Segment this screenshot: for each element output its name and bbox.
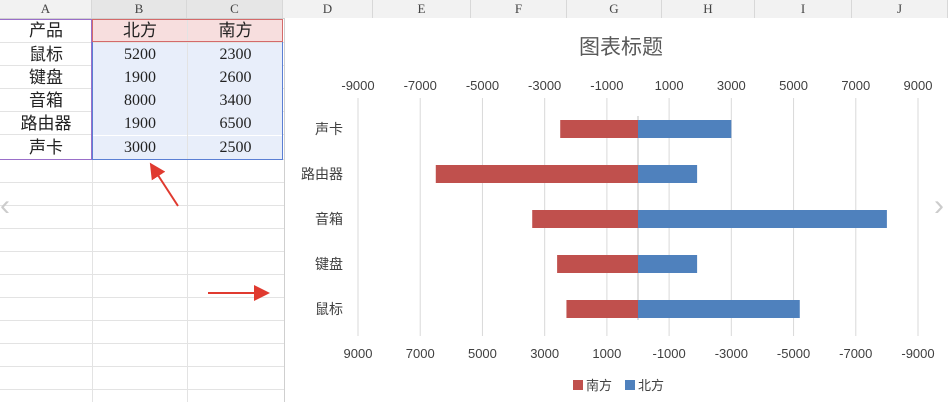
column-header-a[interactable]: A — [0, 0, 92, 18]
bar-south[interactable] — [435, 165, 638, 183]
category-label: 键盘 — [315, 256, 343, 273]
bar-south[interactable] — [532, 210, 638, 228]
bar-north[interactable] — [638, 210, 887, 228]
chart-area[interactable]: 图表标题 -9000 9000 -7000 7000 -5000 5000 -3000 300… — [284, 18, 948, 402]
top-axis-tick-label: -7000 — [404, 78, 437, 93]
legend-label[interactable]: 北方 — [638, 378, 664, 394]
column-header-row: A B C D E F G H I J — [0, 0, 948, 19]
cell-north-value[interactable]: 1900 — [93, 66, 187, 89]
cell-product[interactable]: 路由器 — [20, 114, 72, 133]
bottom-axis-tick-label: 3000 — [530, 346, 559, 361]
cell-product[interactable]: 键盘 — [29, 68, 63, 87]
column-header-c[interactable]: C — [187, 0, 283, 18]
bar-north[interactable] — [638, 165, 698, 183]
chart-title[interactable]: 图表标题 — [579, 36, 663, 59]
selection-range-product — [0, 19, 92, 160]
category-label: 声卡 — [315, 122, 343, 138]
bottom-axis-tick-label: -9000 — [901, 346, 934, 361]
bar-south[interactable] — [557, 255, 638, 273]
legend-swatch — [573, 380, 583, 390]
bottom-axis-tick-label: 9000 — [344, 346, 373, 361]
column-header-f[interactable]: F — [471, 0, 567, 18]
cell-south-value[interactable]: 3400 — [188, 89, 283, 112]
legend-label[interactable]: 南方 — [586, 378, 612, 394]
top-axis-tick-label: -1000 — [590, 78, 623, 93]
cell-product[interactable]: 声卡 — [29, 138, 63, 157]
top-axis-tick-label: 7000 — [841, 78, 870, 93]
column-header-e[interactable]: E — [373, 0, 471, 18]
top-axis-tick-label: -9000 — [341, 78, 374, 93]
category-label: 路由器 — [301, 167, 343, 183]
legend-swatch — [625, 380, 635, 390]
cell-south-value[interactable]: 2600 — [188, 66, 283, 89]
bottom-axis-tick-label: -1000 — [652, 346, 685, 361]
top-axis-tick-label: 3000 — [717, 78, 746, 93]
category-label: 鼠标 — [315, 302, 343, 318]
cell-north-value[interactable]: 5200 — [93, 43, 187, 66]
bottom-axis-tick-label: 1000 — [592, 346, 621, 361]
category-label: 音箱 — [315, 211, 343, 228]
cell-north-value[interactable]: 3000 — [93, 136, 187, 159]
top-axis-tick-label: 9000 — [904, 78, 933, 93]
top-axis-tick-label: 5000 — [779, 78, 808, 93]
bottom-axis-tick-label: -3000 — [715, 346, 748, 361]
scroll-left-icon[interactable]: ‹ — [0, 189, 10, 222]
bottom-axis-tick-label: -7000 — [839, 346, 872, 361]
scroll-right-icon[interactable]: › — [934, 189, 944, 222]
cell-south-value[interactable]: 6500 — [188, 112, 283, 135]
top-axis-tick-label: -3000 — [528, 78, 561, 93]
butterfly-bar-chart[interactable]: 图表标题 -9000 9000 -7000 7000 -5000 5000 -3000 300… — [285, 18, 948, 402]
cell-north-value[interactable]: 8000 — [93, 89, 187, 112]
cell-south-value[interactable]: 2500 — [188, 136, 283, 159]
bar-north[interactable] — [638, 120, 732, 138]
selection-range-headers — [92, 19, 283, 42]
bottom-axis-tick-label: 5000 — [468, 346, 497, 361]
column-header-g[interactable]: G — [567, 0, 662, 18]
cell-product[interactable]: 音箱 — [29, 91, 63, 110]
cell-product[interactable]: 鼠标 — [29, 45, 63, 64]
cell-b1-header-north[interactable]: 北方 — [93, 19, 187, 42]
bar-north[interactable] — [638, 255, 698, 273]
column-header-h[interactable]: H — [662, 0, 755, 18]
column-header-d[interactable]: D — [283, 0, 373, 18]
column-header-j[interactable]: J — [852, 0, 948, 18]
bottom-axis-tick-label: 7000 — [406, 346, 435, 361]
cell-c1-header-south[interactable]: 南方 — [188, 19, 283, 42]
bar-south[interactable] — [566, 300, 638, 318]
bottom-axis-tick-label: -5000 — [777, 346, 810, 361]
cell-south-value[interactable]: 2300 — [188, 43, 283, 66]
column-header-i[interactable]: I — [755, 0, 852, 18]
cell-a1-header-product[interactable]: 产品 — [29, 21, 63, 40]
bar-north[interactable] — [638, 300, 800, 318]
cell-north-value[interactable]: 1900 — [93, 112, 187, 135]
bar-south[interactable] — [560, 120, 638, 138]
top-axis-tick-label: 1000 — [655, 78, 684, 93]
column-header-b[interactable]: B — [92, 0, 187, 18]
top-axis-tick-label: -5000 — [466, 78, 499, 93]
